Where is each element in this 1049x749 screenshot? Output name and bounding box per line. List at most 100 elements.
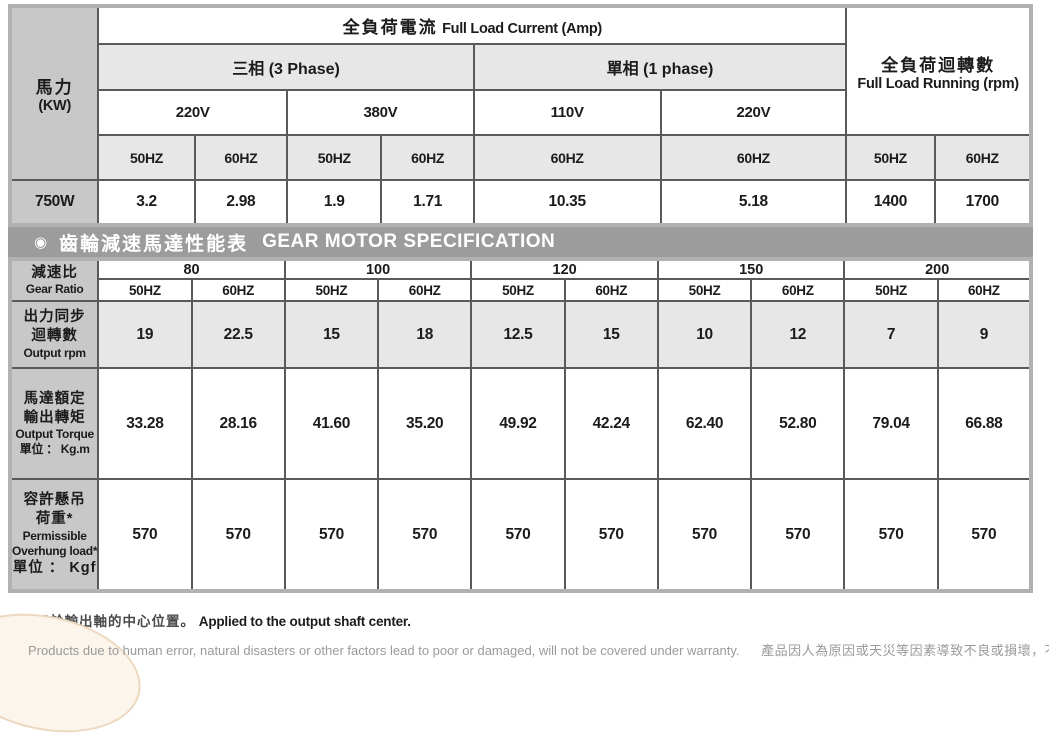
- row-label-line: 馬達額定: [23, 390, 86, 407]
- row-label-line: 迴轉數: [31, 328, 78, 344]
- value-cell: 570: [470, 478, 566, 592]
- banner-title-en: GEAR MOTOR SPECIFICATION: [262, 231, 556, 252]
- value-cell: 18: [377, 300, 473, 369]
- value-cell: 22.5: [190, 300, 286, 369]
- value-cell: 9: [936, 300, 1033, 369]
- value-cell: 5.18: [659, 179, 848, 226]
- hz-header-cell: 60HZ: [380, 134, 475, 181]
- power-label-zh: 馬力: [35, 78, 74, 97]
- hz-header-cell: 60HZ: [933, 134, 1033, 181]
- hz-header-cell: 60HZ: [377, 278, 473, 302]
- value-cell: 570: [936, 478, 1033, 592]
- hz-header-cell: 60HZ: [659, 134, 848, 181]
- hz-header-cell: 50HZ: [283, 278, 380, 302]
- value-cell: 570: [750, 478, 846, 592]
- row-label-line: 單位 ： Kg.m: [19, 442, 90, 457]
- value-cell: 3.2: [97, 179, 196, 226]
- hz-header-cell: 50HZ: [843, 278, 939, 302]
- target-circle-icon: ◉: [34, 233, 48, 251]
- hz-header-cell: 50HZ: [470, 278, 566, 302]
- value-cell: 79.04: [843, 367, 939, 480]
- value-cell: 570: [283, 478, 380, 592]
- value-cell: 33.28: [97, 367, 193, 480]
- banner-title-zh: 齒輪減速馬達性能表: [59, 233, 249, 255]
- hz-header-cell: 50HZ: [845, 134, 936, 181]
- value-cell: 19: [97, 300, 193, 369]
- value-cell: 15: [283, 300, 380, 369]
- hz-header-cell: 60HZ: [750, 278, 846, 302]
- value-cell: 1400: [845, 179, 936, 226]
- value-cell: 7: [843, 300, 939, 369]
- row-label-line: Output Torque: [15, 427, 94, 442]
- value-cell: 570: [843, 478, 939, 592]
- row-label-line: Overhung load*: [12, 543, 98, 558]
- hz-header-cell: 60HZ: [190, 278, 286, 302]
- gear-motor-spec-banner: ◉ 齒輪減速馬達性能表 GEAR MOTOR SPECIFICATION: [8, 227, 1033, 257]
- value-cell: 2.98: [193, 179, 289, 226]
- value-cell: 1.9: [286, 179, 383, 226]
- value-cell: 1700: [933, 179, 1033, 226]
- value-cell: 41.60: [283, 367, 380, 480]
- output-rpm-row-header: 出力同步 迴轉數 Output rpm: [8, 300, 100, 369]
- warranty-disclaimer: Products due to human error, natural dis…: [28, 640, 1049, 659]
- hz-header-cell: 50HZ: [656, 278, 753, 302]
- hz-header-cell: 60HZ: [936, 278, 1033, 302]
- row-label-line: 容許懸吊: [23, 492, 86, 509]
- value-cell: 35.20: [377, 367, 473, 480]
- row-label-line: 單位 ： Kgf: [12, 559, 97, 576]
- row-label-line: 輸出轉矩: [23, 409, 86, 426]
- value-cell: 42.24: [563, 367, 659, 480]
- row-label-line: Permissible: [22, 528, 87, 543]
- disclaimer-zh: 產品因人為原因或天災等因素導致不良或損壞，不在保固範圍內。: [761, 643, 1049, 658]
- voltage-header-220v-3p: 220V: [97, 89, 289, 136]
- value-cell: 570: [97, 478, 193, 592]
- row-label-line: 荷重*: [35, 511, 74, 528]
- value-cell: 12: [750, 300, 846, 369]
- full-load-current-zh: 全負荷電流: [342, 18, 438, 37]
- value-cell: 570: [563, 478, 659, 592]
- ratio-header-120: 120: [470, 258, 659, 280]
- full-load-running-header: 全負荷迴轉數 Full Load Running (rpm): [845, 5, 1032, 136]
- power-label-en: (KW): [38, 98, 71, 114]
- value-cell: 49.92: [470, 367, 566, 480]
- ratio-header-100: 100: [283, 258, 473, 280]
- full-load-current-en: Full Load Current (Amp): [442, 21, 602, 37]
- hz-header-cell: 60HZ: [193, 134, 289, 181]
- ratio-header-200: 200: [843, 258, 1032, 280]
- power-header-cell: 馬力 (KW): [8, 5, 100, 181]
- value-cell: 570: [377, 478, 473, 592]
- ratio-header-80: 80: [97, 258, 286, 280]
- three-phase-header: 三相 (3 Phase): [97, 43, 475, 91]
- hz-header-cell: 50HZ: [97, 134, 196, 181]
- value-cell: 1.71: [380, 179, 475, 226]
- output-torque-row-header: 馬達額定 輸出轉矩 Output Torque 單位 ： Kg.m: [8, 367, 100, 480]
- power-row-header: 750W: [8, 179, 100, 226]
- one-phase-header: 單相 (1 phase): [472, 43, 848, 91]
- full-load-current-header: 全負荷電流 Full Load Current (Amp): [97, 5, 848, 45]
- value-cell: 15: [563, 300, 659, 369]
- row-label-line: 出力同步: [23, 309, 86, 326]
- gear-spec-table: 減速比 Gear Ratio 80 100 120 150 200 50HZ 6…: [8, 257, 1033, 593]
- gear-ratio-header-cell: 減速比 Gear Ratio: [8, 258, 100, 302]
- value-cell: 66.88: [936, 367, 1033, 480]
- value-cell: 62.40: [656, 367, 753, 480]
- full-load-table: 馬力 (KW) 全負荷電流 Full Load Current (Amp) 全負…: [8, 4, 1033, 227]
- hz-header-cell: 60HZ: [472, 134, 662, 181]
- hz-header-cell: 50HZ: [97, 278, 193, 302]
- value-cell: 10.35: [472, 179, 662, 226]
- row-label-line: Output rpm: [23, 345, 86, 360]
- value-cell: 10: [656, 300, 753, 369]
- value-cell: 28.16: [190, 367, 286, 480]
- gear-ratio-label-zh: 減速比: [31, 264, 78, 281]
- ratio-header-150: 150: [656, 258, 846, 280]
- footnote-en: Applied to the output shaft center.: [198, 614, 411, 629]
- full-load-running-en: Full Load Running (rpm): [857, 75, 1019, 92]
- spec-sheet: 馬力 (KW) 全負荷電流 Full Load Current (Amp) 全負…: [8, 4, 1033, 593]
- gear-ratio-label-en: Gear Ratio: [25, 282, 84, 297]
- voltage-header-220v-1p: 220V: [659, 89, 848, 136]
- value-cell: 570: [190, 478, 286, 592]
- voltage-header-380v-3p: 380V: [286, 89, 475, 136]
- value-cell: 12.5: [470, 300, 566, 369]
- overhung-load-row-header: 容許懸吊 荷重* Permissible Overhung load* 單位 ：…: [8, 478, 100, 592]
- hz-header-cell: 60HZ: [563, 278, 659, 302]
